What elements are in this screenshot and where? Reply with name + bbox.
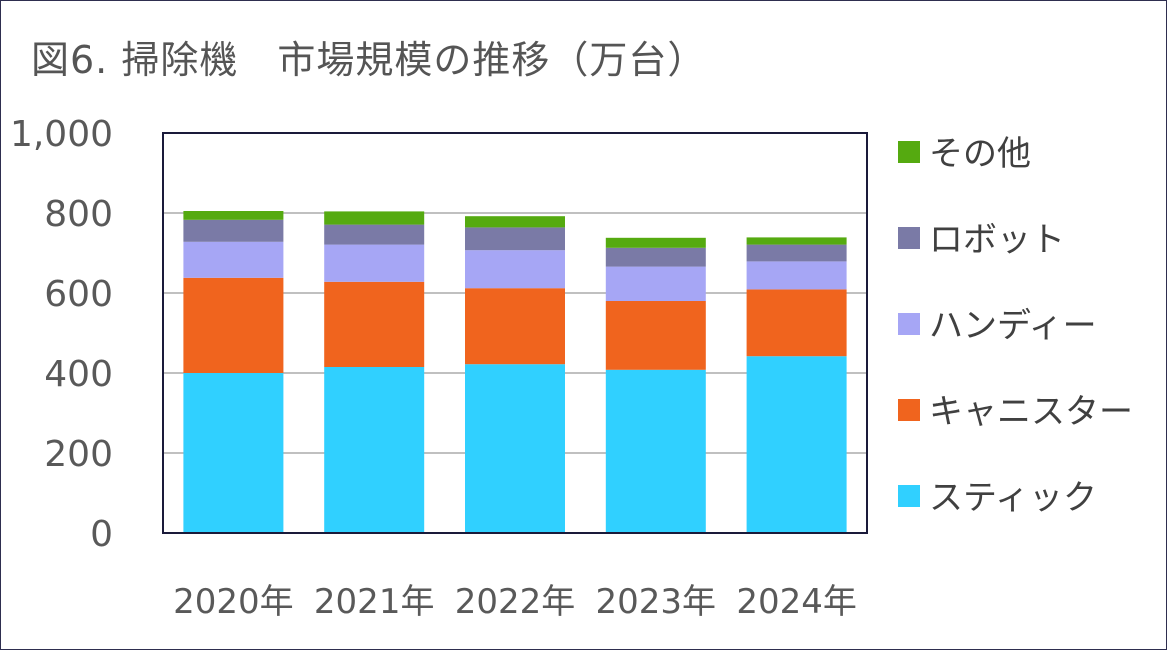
- bars: [183, 211, 847, 533]
- y-tick-label: 400: [44, 354, 113, 395]
- bar-2023年-スティック: [605, 369, 706, 533]
- legend-swatch-ロボット: [898, 227, 920, 249]
- bar-2022年-キャニスター: [465, 288, 565, 365]
- bar-2023年-ロボット: [605, 247, 706, 267]
- bar-2022年-スティック: [465, 364, 565, 533]
- plot-border: [162, 132, 868, 534]
- bar-2021年-その他: [324, 211, 425, 225]
- bar-2023年-その他: [605, 237, 706, 248]
- bar-2020年-スティック: [183, 373, 284, 533]
- bar-2020年-ハンディー: [183, 241, 284, 278]
- legend-swatch-キャニスター: [898, 399, 920, 421]
- x-tick-label: 2020年: [173, 582, 294, 622]
- bar-2022年-その他: [465, 216, 565, 228]
- x-axis-ticks: 2020年 2021年 2022年 2023年 2024年: [173, 582, 857, 622]
- bar-2024年-スティック: [746, 356, 847, 533]
- bar-2020年-その他: [183, 211, 284, 220]
- legend-label-スティック: スティック: [929, 478, 1097, 518]
- chart-title: 図6. 掃除機 市場規模の推移（万台）: [31, 38, 707, 82]
- bar-2021年-キャニスター: [324, 281, 425, 367]
- y-tick-label: 1,000: [10, 114, 113, 155]
- y-tick-label: 200: [44, 434, 113, 475]
- bar-2021年-スティック: [324, 367, 425, 533]
- y-tick-label: 800: [44, 194, 113, 235]
- bar-2020年-ロボット: [183, 219, 284, 242]
- bar-2023年-キャニスター: [605, 301, 706, 370]
- legend-swatch-ハンディー: [898, 313, 920, 335]
- bar-2023年-ハンディー: [605, 266, 706, 301]
- y-tick-label: 600: [44, 274, 113, 315]
- y-axis-ticks: 0 200 400 600 800 1,000: [10, 114, 113, 555]
- bar-2021年-ロボット: [324, 224, 425, 245]
- bar-2024年-キャニスター: [746, 289, 847, 357]
- bar-2021年-ハンディー: [324, 244, 425, 282]
- legend-swatch-その他: [898, 141, 920, 163]
- x-tick-label: 2024年: [736, 582, 857, 622]
- bar-2022年-ロボット: [465, 227, 565, 251]
- legend-label-キャニスター: キャニスター: [929, 392, 1133, 432]
- x-tick-label: 2023年: [596, 582, 717, 622]
- bar-2024年-ハンディー: [746, 261, 847, 290]
- bar-2024年-その他: [746, 237, 847, 245]
- y-tick-label: 0: [90, 514, 113, 555]
- bar-2024年-ロボット: [746, 244, 847, 262]
- legend-label-ロボット: ロボット: [929, 220, 1065, 260]
- legend-label-ハンディー: ハンディー: [929, 306, 1097, 346]
- x-tick-label: 2021年: [314, 582, 435, 622]
- legend-swatch-スティック: [898, 485, 920, 507]
- bar-2022年-ハンディー: [465, 250, 565, 289]
- bar-2020年-キャニスター: [183, 277, 284, 373]
- legend-label-その他: その他: [929, 134, 1031, 174]
- x-tick-label: 2022年: [455, 582, 576, 622]
